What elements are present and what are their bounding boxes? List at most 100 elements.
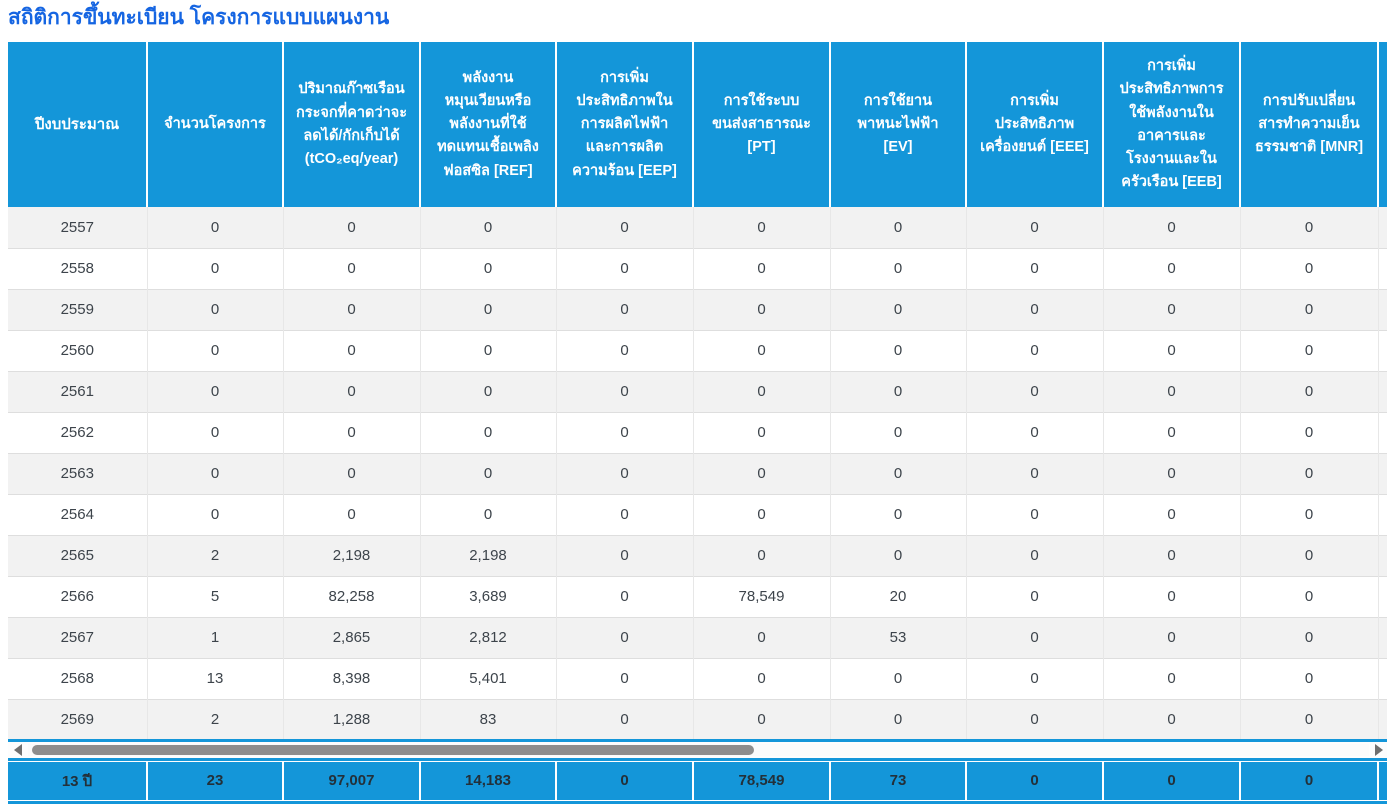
row-year: 2557 (8, 207, 147, 249)
table-cell: 2 (146, 534, 283, 577)
column-header: การใช้ระบบขนส่งสาธารณะ [PT] (692, 42, 830, 208)
row-year: 2561 (8, 370, 147, 413)
table-cell: 0 (146, 452, 283, 495)
table-cell (1377, 207, 1387, 249)
row-year: 2566 (8, 575, 147, 618)
table-cell: 0 (555, 616, 693, 659)
scrollbar-thumb[interactable] (32, 744, 754, 755)
table-cell: 0 (692, 493, 830, 536)
table-cell: 0 (555, 452, 693, 495)
totals-label: 13 ปี (8, 761, 147, 800)
table-cell: 5 (146, 575, 283, 618)
table-cell: 13 (146, 657, 283, 700)
totals-cell: 0 (1102, 761, 1240, 800)
scroll-right-arrow-icon[interactable] (1375, 743, 1383, 756)
table-cell: 0 (146, 247, 283, 290)
table-cell: 0 (829, 247, 966, 290)
table-cell: 0 (829, 288, 966, 331)
totals-cell: 97,007 (282, 761, 420, 800)
table-cell: 0 (965, 575, 1103, 618)
table-cell: 0 (282, 493, 420, 536)
table-cell: 0 (1239, 329, 1378, 372)
table-cell: 0 (555, 411, 693, 454)
table-row: 2568 13 8,398 5,401 0 0 0 0 0 0 (8, 657, 1387, 700)
table-cell: 2,812 (419, 616, 556, 659)
table-cell: 0 (965, 534, 1103, 577)
table-cell: 0 (1102, 698, 1240, 742)
row-year: 2568 (8, 657, 147, 700)
table-cell (1377, 534, 1387, 577)
table-cell: 0 (555, 207, 693, 249)
table-cell: 2,198 (282, 534, 420, 577)
table-cell: 0 (965, 247, 1103, 290)
table-cell: 0 (1239, 452, 1378, 495)
table-cell: 0 (1102, 534, 1240, 577)
totals-row-table: 13 ปี 23 97,007 14,183 0 78,549 73 0 0 0 (8, 761, 1387, 800)
table-cell (1377, 616, 1387, 659)
column-header: พลังงานหมุนเวียนหรือพลังงานที่ใช้ทดแทนเช… (419, 42, 556, 208)
table-row: 2569 2 1,288 83 0 0 0 0 0 0 (8, 698, 1387, 742)
table-cell: 1,288 (282, 698, 420, 742)
table-cell: 0 (282, 329, 420, 372)
table-row: 2567 1 2,865 2,812 0 0 53 0 0 0 (8, 616, 1387, 659)
table-cell: 0 (829, 657, 966, 700)
table-cell: 0 (555, 370, 693, 413)
table-cell: 0 (282, 411, 420, 454)
table-cell: 0 (1102, 452, 1240, 495)
table-cell: 5,401 (419, 657, 556, 700)
table-row: 2565 2 2,198 2,198 0 0 0 0 0 0 (8, 534, 1387, 577)
table-cell: 82,258 (282, 575, 420, 618)
totals-cell (1377, 761, 1387, 800)
header-row: ปีงบประมาณ จำนวนโครงการ ปริมาณก๊าซเรือนกระ… (8, 42, 1387, 208)
row-year: 2565 (8, 534, 147, 577)
table-cell: 0 (419, 452, 556, 495)
table-cell: 0 (692, 657, 830, 700)
table-cell: 0 (692, 288, 830, 331)
scrollbar-track[interactable] (28, 743, 1369, 756)
column-header: จำนวนโครงการ (146, 42, 283, 208)
table-cell (1377, 575, 1387, 618)
table-cell: 0 (146, 329, 283, 372)
table-cell: 0 (419, 288, 556, 331)
table-cell: 0 (1102, 329, 1240, 372)
table-cell: 0 (692, 698, 830, 742)
table-cell: 2,865 (282, 616, 420, 659)
table-cell: 0 (692, 452, 830, 495)
table-cell: 83 (419, 698, 556, 742)
table-cell: 0 (692, 616, 830, 659)
table-cell: 1 (146, 616, 283, 659)
table-cell: 0 (146, 411, 283, 454)
table-cell: 0 (419, 207, 556, 249)
table-cell: 0 (965, 411, 1103, 454)
table-cell: 0 (146, 493, 283, 536)
table-cell: 0 (1239, 247, 1378, 290)
scroll-left-arrow-icon[interactable] (14, 743, 22, 756)
column-header: การเพิ่มประสิทธิภาพเครื่องยนต์ [EEE] (965, 42, 1103, 208)
table-cell: 3,689 (419, 575, 556, 618)
table-cell: 0 (692, 534, 830, 577)
table-cell: 0 (146, 370, 283, 413)
table-cell: 0 (146, 288, 283, 331)
table-cell: 0 (555, 534, 693, 577)
row-year: 2562 (8, 411, 147, 454)
horizontal-scrollbar[interactable] (8, 741, 1387, 758)
table-cell: 0 (282, 247, 420, 290)
table-cell (1377, 698, 1387, 742)
table-cell: 0 (1102, 247, 1240, 290)
table-row: 2564 0 0 0 0 0 0 0 0 0 (8, 493, 1387, 536)
table-cell: 0 (555, 288, 693, 331)
table-cell: 0 (965, 657, 1103, 700)
totals-cell: 78,549 (692, 761, 830, 800)
table-cell: 0 (965, 370, 1103, 413)
table-cell: 0 (1102, 616, 1240, 659)
table-cell: 20 (829, 575, 966, 618)
table-cell: 0 (555, 575, 693, 618)
table-cell (1377, 370, 1387, 413)
table-header: ปีงบประมาณ จำนวนโครงการ ปริมาณก๊าซเรือนกระ… (8, 42, 1387, 208)
table-cell: 0 (1102, 411, 1240, 454)
table-cell: 0 (1239, 207, 1378, 249)
table-cell (1377, 452, 1387, 495)
table-row: 2562 0 0 0 0 0 0 0 0 0 (8, 411, 1387, 454)
column-header: การปรับเปลี่ยนสารทำความเย็นธรรมชาติ [MNR… (1239, 42, 1378, 208)
row-year: 2567 (8, 616, 147, 659)
